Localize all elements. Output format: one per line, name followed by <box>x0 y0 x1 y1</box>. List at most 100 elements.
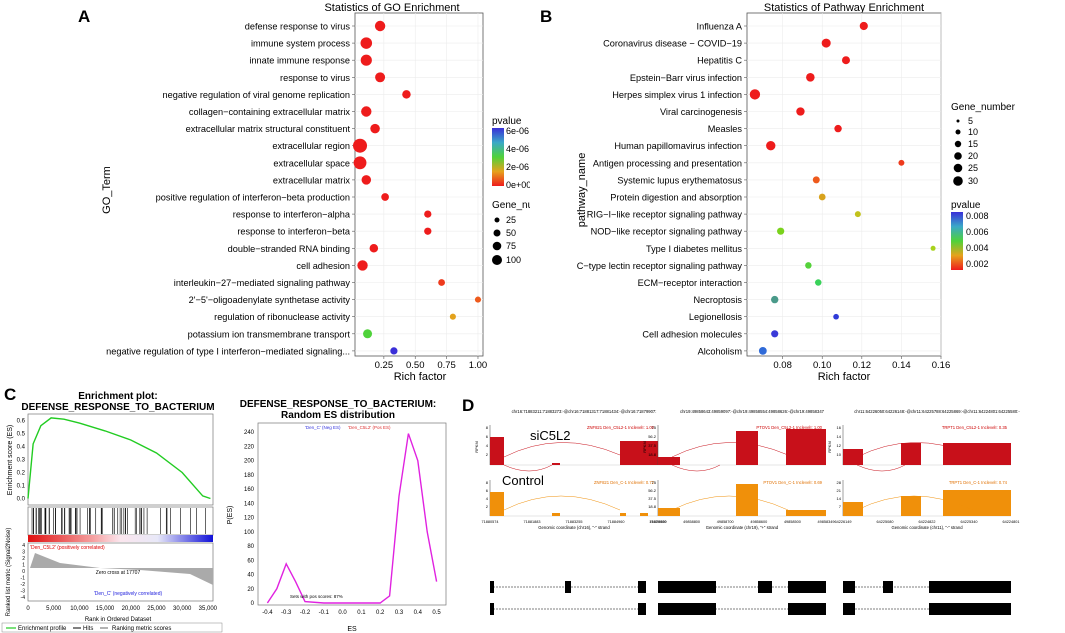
exon-block <box>843 603 855 615</box>
panel-c-letter: C <box>4 385 16 404</box>
dist-xtick-label: 0.1 <box>357 610 366 616</box>
coordinate-xlabel: Genomic coordinate (chr11), "-" strand <box>891 525 963 530</box>
metric-ytick-label: 1 <box>22 563 25 569</box>
pathway-label: Protein digestion and absorption <box>610 193 742 203</box>
pathway-label: ECM−receptor interaction <box>638 278 742 288</box>
control-gene-label: PTOV1 Den_C-1 InclevelI: 0.69 <box>763 480 822 485</box>
pathway-pvalue-colorbar <box>951 212 963 270</box>
go-pvalue-colorbar <box>492 128 504 186</box>
go-term-dot <box>353 138 368 153</box>
pathway-label: Coronavirus disease − COVID−19 <box>603 39 742 49</box>
metric-ytick-label: -3 <box>21 589 26 595</box>
pathway-xtick-label: 0.16 <box>932 360 951 371</box>
dist-ytick-label: 20 <box>247 587 254 593</box>
dist-xtick-label: -0.4 <box>262 610 273 616</box>
track-axis-label: 6 <box>486 434 489 439</box>
coordinate-tick: 64225080 <box>877 520 894 524</box>
sic-coverage-block <box>736 431 758 465</box>
pathway-xtick-label: 0.12 <box>853 360 872 371</box>
dist-ytick-label: 160 <box>244 487 255 493</box>
track-axis-label: 7 <box>839 504 842 509</box>
dist-ytick-label: 180 <box>244 473 255 479</box>
go-gene-title: Gene_number <box>492 200 530 211</box>
track-axis-label: 37.5 <box>648 443 657 448</box>
sic-coverage-block <box>552 463 560 465</box>
pathway-dot <box>818 193 826 201</box>
pathway-dot <box>854 211 861 218</box>
go-term-label: double−stranded RNA binding <box>228 244 350 254</box>
coordinate-tick: 49858349 <box>818 520 835 524</box>
coordinate-tick: 71880574 <box>482 520 499 524</box>
dist-xtick-label: 0.0 <box>338 610 347 616</box>
go-pvalue-tick: 6e-06 <box>506 126 529 136</box>
pathway-label: Alcoholism <box>698 346 743 356</box>
pathway-label: RIG−I−like receptor signaling pathway <box>587 210 743 220</box>
rank-xtick-label: 25,000 <box>147 606 166 612</box>
pathway-pvalue-title: pvalue <box>951 200 981 211</box>
coordinate-tick: 64224822 <box>919 520 936 524</box>
junction-coordinates: chr11:64226050:64226148:-@chr11:64225788… <box>854 409 1020 414</box>
rank-xtick-label: 0 <box>26 606 30 612</box>
coordinate-tick: 64224801 <box>1003 520 1020 524</box>
pathway-gene-size-dot <box>954 140 962 148</box>
track-axis-label: 2 <box>486 504 489 509</box>
track-axis-label: 56.2 <box>648 488 657 493</box>
exon-block <box>788 581 826 593</box>
sic-junction-arc <box>671 464 721 472</box>
dist-legend-neg: 'Den_C' (Neg ES) <box>305 425 341 430</box>
pathway-dot <box>821 38 831 48</box>
go-term-dot <box>353 156 367 170</box>
go-term-dot <box>363 329 373 339</box>
track-axis-label: 21 <box>837 488 842 493</box>
es-ytick-label: 0.2 <box>17 471 26 477</box>
go-term-label: potassium ion transmembrane transport <box>188 329 351 339</box>
coordinate-xlabel: Genomic coordinate (chr16), "-" strand <box>538 525 610 530</box>
coordinate-tick: 49858700 <box>717 520 734 524</box>
pathway-pvalue-tick: 0.006 <box>966 227 989 237</box>
junction-coordinates: chr16:71883211:71883273:-@chr16:71881317… <box>512 409 657 414</box>
go-term-label: extracellular space <box>273 158 350 168</box>
pathway-pvalue-tick: 0.004 <box>966 243 989 253</box>
pathway-label: Cell adhesion molecules <box>642 329 742 339</box>
sic-coverage-block <box>786 429 826 465</box>
go-gene-size-label: 75 <box>506 241 516 251</box>
dist-xtick-label: 0.4 <box>414 610 423 616</box>
legend-hits: Hits <box>83 626 93 632</box>
es-ytick-label: 0.5 <box>17 432 26 438</box>
go-term-label: cell adhesion <box>296 261 350 271</box>
track-axis-label: 4 <box>486 496 489 501</box>
metric-ytick-label: -2 <box>21 582 26 588</box>
go-term-dot <box>360 54 372 66</box>
coordinate-tick: 49858600 <box>750 520 767 524</box>
pathway-gene-size-label: 10 <box>968 127 978 137</box>
pathway-pvalue-tick: 0.008 <box>966 211 989 221</box>
control-junction-arc <box>856 495 974 511</box>
pathway-gene-size-label: 25 <box>968 163 978 173</box>
exon-block <box>883 581 893 593</box>
panel-c: C Enrichment plot: DEFENSE_RESPONSE_TO_B… <box>1 385 447 633</box>
pathway-xtick-label: 0.08 <box>773 360 792 371</box>
exon-block <box>658 603 716 615</box>
es-curve <box>27 417 211 500</box>
metric-ytick-label: 3 <box>22 550 25 556</box>
pathway-dot <box>833 313 839 320</box>
go-term-label: negative regulation of type I interferon… <box>106 346 350 356</box>
track-axis-label: 18.8 <box>648 452 657 457</box>
rank-xtick-label: 35,000 <box>199 606 218 612</box>
go-term-label: defense response to virus <box>245 22 351 32</box>
metric-ytick-label: 4 <box>22 543 25 549</box>
go-term-label: negative regulation of viral genome repl… <box>163 90 350 100</box>
go-plot-area <box>354 12 484 357</box>
dist-ytick-label: 40 <box>247 573 254 579</box>
rpkm-label: RPKM <box>474 441 479 453</box>
rank-xtick-label: 5,000 <box>46 606 62 612</box>
sic-coverage-block <box>658 457 680 465</box>
exon-block <box>929 581 1011 593</box>
go-xlabel: Rich factor <box>394 371 447 383</box>
go-term-dot <box>402 90 411 99</box>
track-axis-label: 16 <box>837 425 842 430</box>
panel-d-letter: D <box>462 396 474 415</box>
exon-block <box>490 581 494 593</box>
go-term-label: extracellular region <box>272 141 350 151</box>
rpkm-label: RPKM <box>642 441 647 453</box>
